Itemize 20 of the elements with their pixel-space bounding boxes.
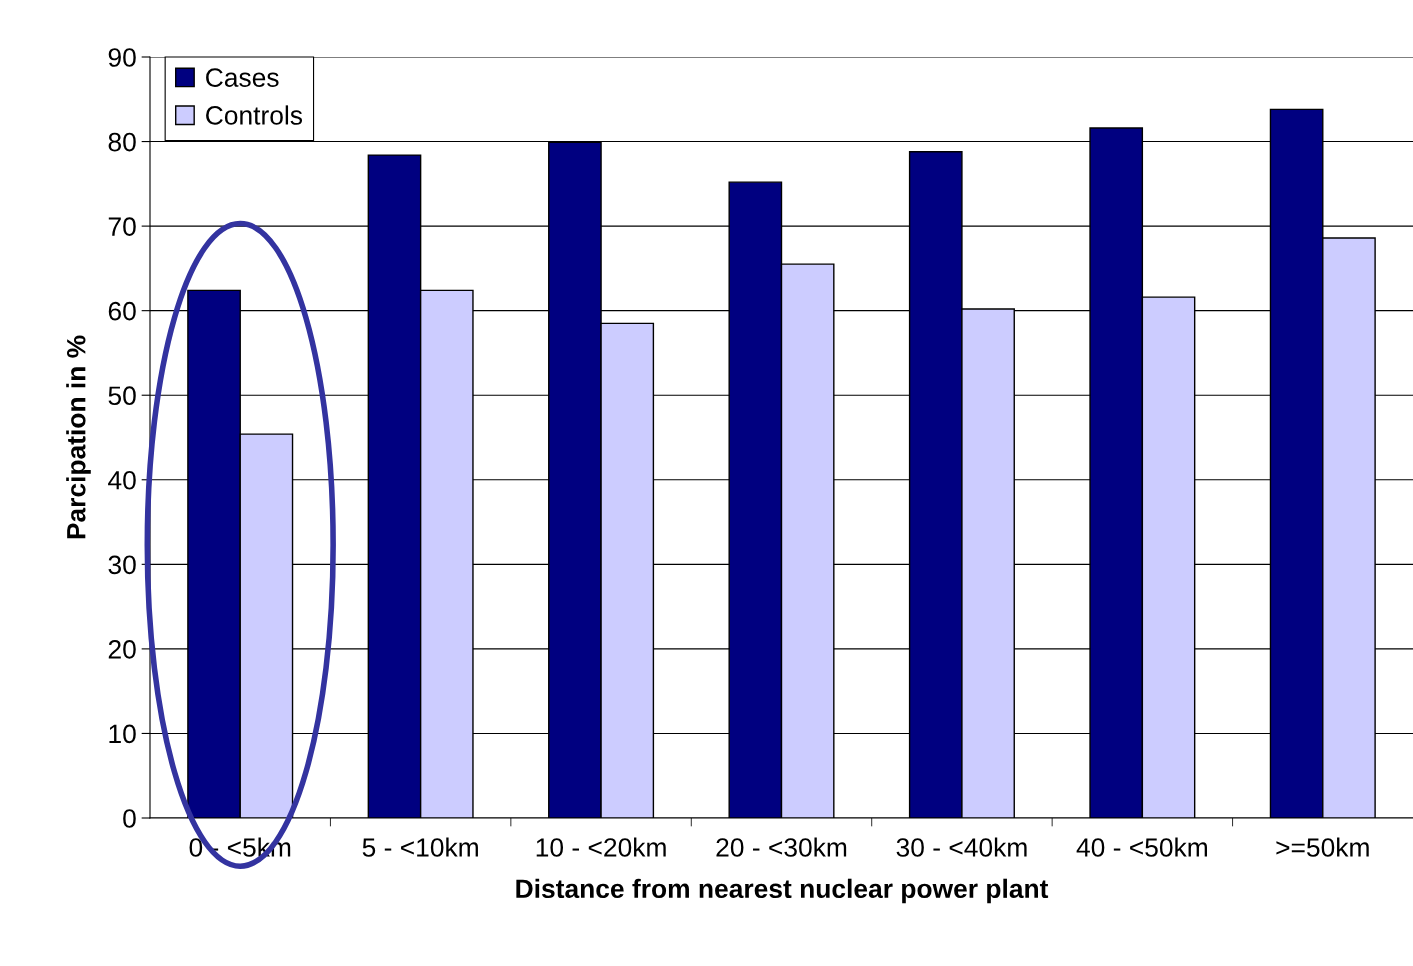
y-tick-label: 40 <box>108 470 136 490</box>
y-tick-label: 0 <box>123 809 136 828</box>
legend-label: Cases <box>206 68 279 87</box>
x-axis-title: Distance from nearest nuclear power plant <box>516 878 1049 904</box>
x-tick-label: 30 - <40km <box>896 837 1027 857</box>
y-tick-label: 30 <box>108 555 136 575</box>
x-tick-label: >=50km <box>1276 837 1369 857</box>
x-tick-label: 10 - <20km <box>536 837 666 857</box>
y-tick-label: 20 <box>108 640 136 659</box>
y-tick-label: 50 <box>108 386 136 406</box>
y-axis-title: Parcipation in % <box>66 335 91 539</box>
y-tick-label: 90 <box>108 48 136 67</box>
x-tick-label: 40 - <50km <box>1076 837 1207 857</box>
y-tick-label: 60 <box>108 301 136 321</box>
y-tick-label: 10 <box>109 724 136 744</box>
y-tick-label: 70 <box>108 217 136 236</box>
x-tick-label: 5 - <10km <box>362 837 478 857</box>
x-tick-label: 20 - <30km <box>716 837 847 857</box>
legend-label: Controls <box>206 105 303 125</box>
y-tick-label: 80 <box>108 132 136 152</box>
